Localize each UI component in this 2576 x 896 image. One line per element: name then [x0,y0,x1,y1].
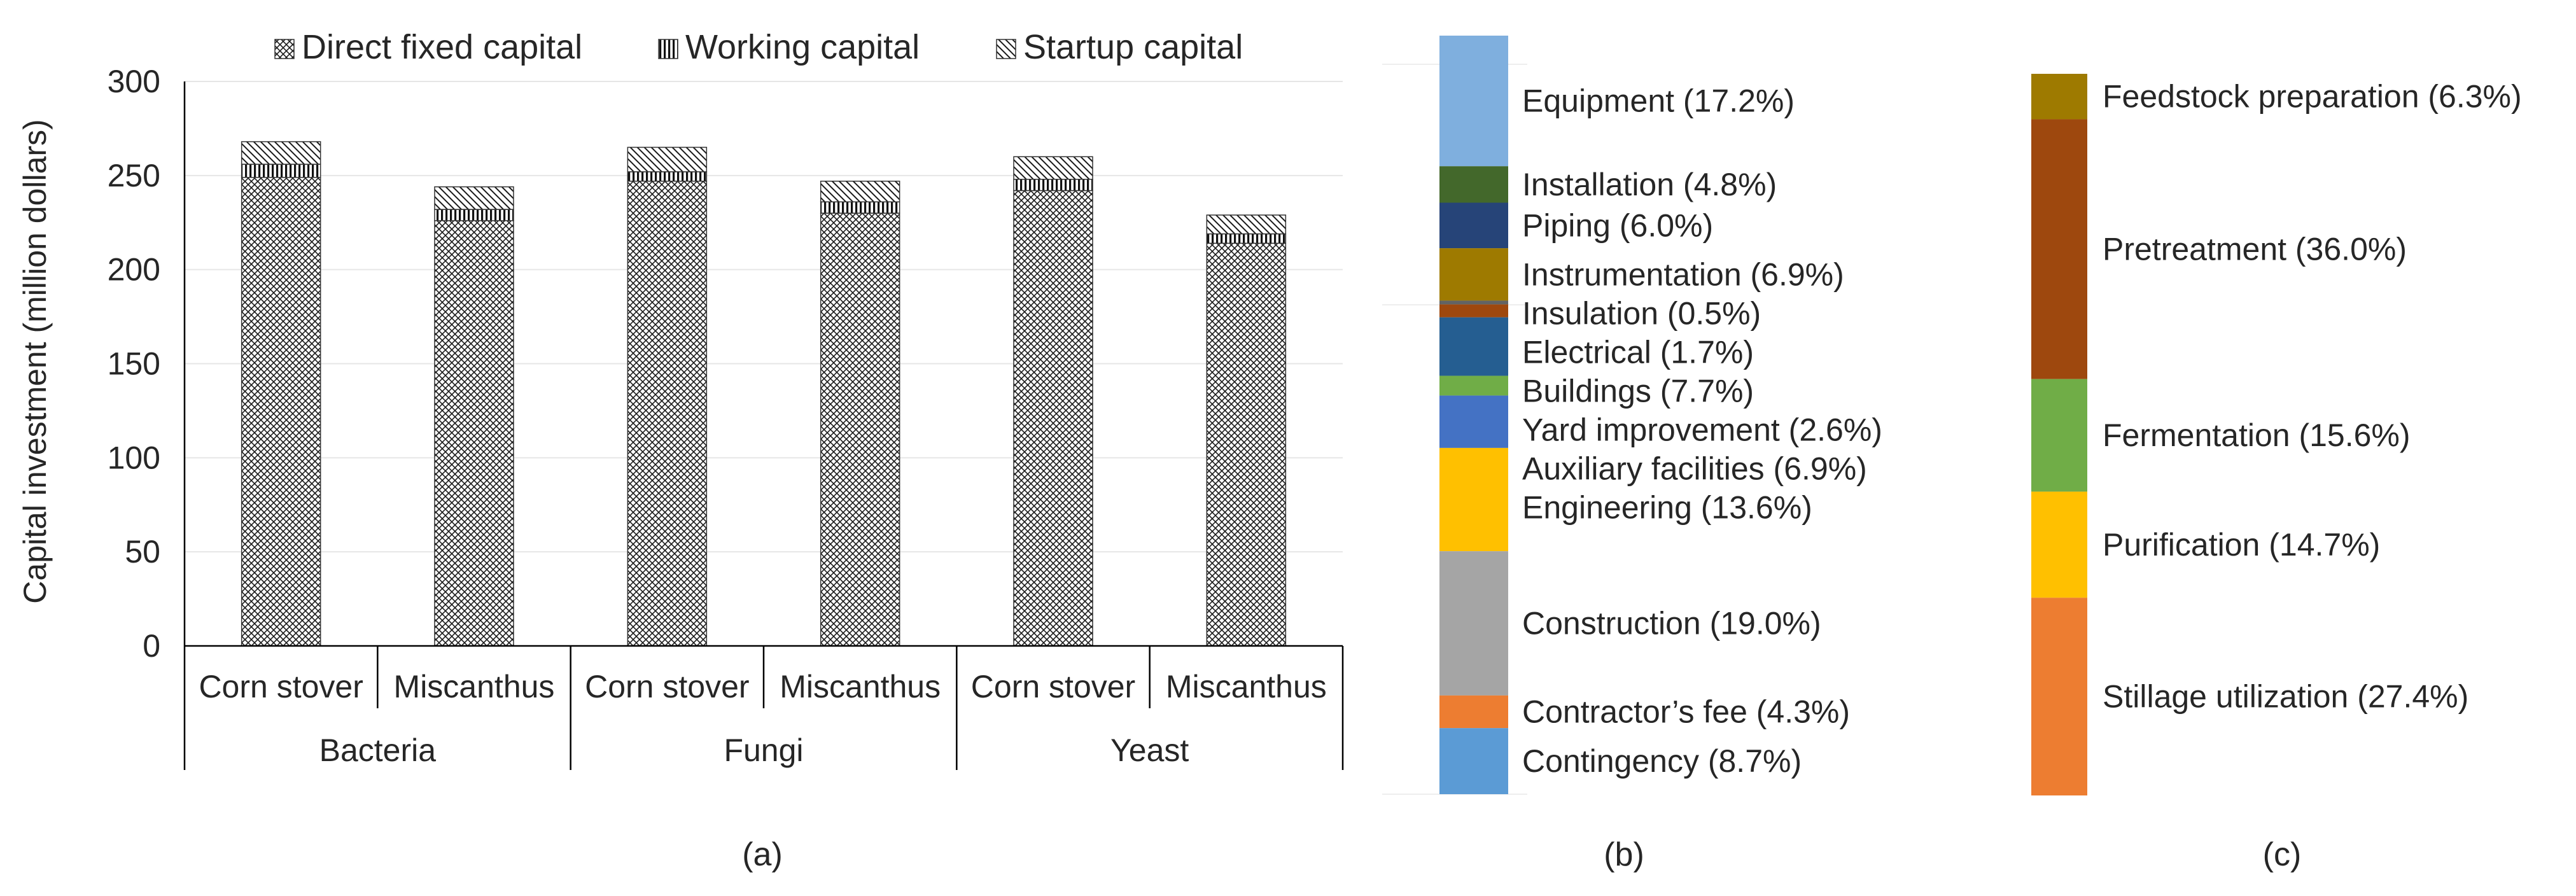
panel-c-chart: Feedstock preparation (6.3%) Pretreatment… [2031,74,2522,873]
legend-swatch [274,39,295,59]
segment-insulation [1439,300,1508,305]
x-tick-label: Corn stover [585,669,749,704]
segment-fermentation [2031,379,2087,492]
segment-label: Instrumentation (6.9%) [1522,256,1844,292]
segment-label: Electrical (1.7%) [1522,334,1754,370]
segment-electrical [1439,304,1508,318]
segment-engineering [1439,447,1508,552]
bar-direct-fixed-capital [820,213,900,647]
y-tick-labels: 0 50 100 150 200 250 300 [108,64,160,664]
bar-startup-capital [241,141,321,165]
group-label: Bacteria [319,732,437,768]
segment-label: Installation (4.8%) [1522,167,1777,202]
bar-working-capital [627,171,708,182]
y-tick-label: 150 [108,346,160,382]
bar-direct-fixed-capital [627,180,708,647]
segment-label: Contractor’s fee (4.3%) [1522,694,1850,730]
bar-startup-capital [434,186,514,210]
group-label: Yeast [1110,732,1189,768]
segment-label: Insulation (0.5%) [1522,295,1761,331]
segment-contractor-s-fee [1439,695,1508,729]
bar-working-capital [1206,233,1287,244]
bar-direct-fixed-capital [434,220,514,647]
panel-c-stacked-bar [2031,74,2087,795]
y-tick-label: 250 [108,158,160,193]
legend-label: Direct fixed capital [302,28,582,66]
segment-label: Contingency (8.7%) [1522,743,1802,779]
panel-label-b: (b) [1604,836,1644,873]
category-labels: Corn stover Miscanthus Corn stover Miscanth… [183,646,1344,770]
segment-stillage-utilization [2031,598,2087,795]
segment-contingency [1439,728,1508,794]
segment-label: Equipment (17.2%) [1522,83,1795,119]
panel-label-c: (c) [2263,836,2302,873]
segment-instrumentation [1439,248,1508,301]
segment-purification [2031,491,2087,598]
segment-label: Fermentation (15.6%) [2103,417,2411,453]
panel-a-chart: 0 50 100 150 200 250 300 Capital investment (m… [17,28,1344,873]
bar-working-capital [1013,178,1093,192]
segment-label: Construction (19.0%) [1522,606,1821,641]
segment-label: Auxiliary facilities (6.9%) [1522,451,1867,486]
bar-direct-fixed-capital [1013,190,1093,647]
bar-direct-fixed-capital [241,177,321,647]
y-tick-label: 100 [108,440,160,475]
y-tick-label: 0 [143,628,160,664]
y-axis-label: Capital investment (million dollars) [17,119,53,603]
panel-b-stacked-bar [1439,36,1508,794]
segment-label: Purification (14.7%) [2103,527,2380,563]
y-tick-label: 50 [125,534,160,570]
x-tick-label: Miscanthus [394,669,555,704]
segment-installation [1439,166,1508,203]
bar-startup-capital [1013,156,1093,180]
bar-startup-capital [820,180,900,202]
segment-label: Feedstock preparation (6.3%) [2103,79,2522,115]
segment-construction [1439,551,1508,696]
legend-label: Startup capital [1023,28,1243,66]
bar-startup-capital [1206,214,1287,235]
legend-swatch [658,39,678,59]
panel-b-segment-labels: Equipment (17.2%) Installation (4.8%) Pipi… [1522,83,1882,779]
legend-swatch [996,39,1016,59]
x-tick-label: Miscanthus [1166,669,1327,704]
gridlines [185,81,1343,553]
x-tick-label: Miscanthus [780,669,941,704]
segment-yard-improvement [1439,375,1508,396]
bar-working-capital [820,201,900,214]
x-tick-label: Corn stover [971,669,1135,704]
y-tick-label: 200 [108,252,160,288]
segment-equipment [1439,36,1508,167]
segment-label: Yard improvement (2.6%) [1522,412,1882,447]
bars [241,141,1287,647]
panel-label-a: (a) [742,836,783,873]
legend: Direct fixed capital Working capital Start… [274,28,1243,66]
legend-label: Working capital [685,28,920,66]
bar-startup-capital [627,146,708,172]
segment-auxiliary-facilities [1439,395,1508,448]
y-tick-label: 300 [108,64,160,99]
segment-label: Engineering (13.6%) [1522,489,1812,525]
segment-label: Stillage utilization (27.4%) [2103,679,2468,715]
segment-label: Piping (6.0%) [1522,207,1713,243]
segment-label: Pretreatment (36.0%) [2103,232,2407,267]
group-label: Fungi [724,732,803,768]
segment-label: Buildings (7.7%) [1522,373,1754,409]
bar-direct-fixed-capital [1206,242,1287,647]
panel-c-segment-labels: Feedstock preparation (6.3%) Pretreatment… [2103,79,2522,715]
panel-b-chart: Equipment (17.2%) Installation (4.8%) Pipi… [1382,36,1882,873]
x-tick-label: Corn stover [199,669,363,704]
segment-pretreatment [2031,119,2087,379]
segment-feedstock-preparation [2031,74,2087,120]
bar-working-capital [434,209,514,221]
bar-working-capital [241,164,321,178]
segment-buildings [1439,317,1508,376]
segment-piping [1439,202,1508,249]
